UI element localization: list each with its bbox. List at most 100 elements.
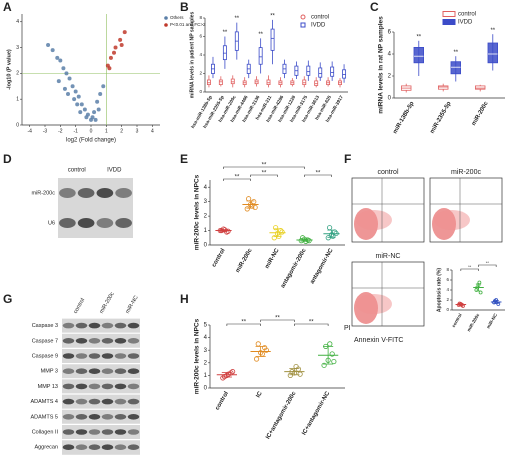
- point: [119, 42, 124, 47]
- x-tick-label: miR-200c: [235, 247, 254, 274]
- significance: **: [416, 34, 421, 40]
- blot-band: [114, 338, 127, 344]
- band-label: Caspase 9: [32, 353, 58, 359]
- point: [64, 71, 69, 76]
- blot-band: [127, 444, 140, 451]
- point: [279, 229, 285, 235]
- point: [306, 238, 312, 244]
- x-tick-label: -2: [58, 128, 63, 134]
- blot-band: [59, 188, 76, 198]
- point: [46, 42, 51, 47]
- blot-band: [114, 383, 127, 390]
- point: [225, 371, 232, 377]
- band-label: Aggrecan: [34, 445, 58, 451]
- blot-band: [127, 322, 140, 329]
- blot-band: [62, 322, 75, 329]
- blot-band: [127, 398, 140, 405]
- x-tick-label: antagomir-200c: [280, 247, 308, 289]
- blot-band: [62, 338, 75, 344]
- point: [271, 235, 277, 241]
- x-tick-label: control: [215, 391, 231, 412]
- point: [82, 107, 87, 112]
- panel-letter: A: [3, 0, 12, 14]
- blot-band: [62, 398, 75, 405]
- point: [84, 115, 89, 120]
- legend-marker: [164, 23, 168, 27]
- legend-marker: [442, 19, 456, 25]
- box: [330, 66, 335, 77]
- blot-band: [62, 414, 75, 420]
- significance-bracket: [460, 268, 479, 271]
- y-tick-label: 4: [446, 287, 449, 292]
- y-tick-label: 3: [204, 348, 208, 354]
- box: [450, 61, 462, 75]
- panel-letter: D: [3, 152, 12, 166]
- point: [122, 30, 127, 35]
- blot-band: [62, 383, 75, 390]
- point: [252, 204, 258, 211]
- significance-bracket: [304, 174, 332, 177]
- significance: **: [262, 163, 267, 169]
- blot-band: [127, 368, 140, 375]
- band-label: ADAMTS 5: [30, 414, 58, 420]
- point: [496, 302, 501, 306]
- x-tick-label: 4: [151, 128, 154, 134]
- y-tick-label: 5: [204, 323, 208, 329]
- legend-marker: [300, 22, 306, 28]
- blot-band: [62, 444, 75, 451]
- y-tick-label: 0: [204, 243, 208, 249]
- blot-band: [75, 353, 88, 359]
- point: [297, 371, 303, 377]
- blot-band: [101, 383, 114, 390]
- point: [76, 94, 81, 99]
- blot-band: [88, 414, 101, 420]
- band-label: MMP 13: [38, 384, 58, 390]
- blot-band: [75, 429, 88, 435]
- flow-title: miR-200c: [451, 169, 481, 176]
- point: [93, 117, 98, 122]
- legend-label: P<0.01 and FC>2: [170, 22, 206, 27]
- x-tick-label: -1: [73, 128, 78, 134]
- band-label: MMP 3: [41, 369, 58, 375]
- blot-band: [127, 429, 140, 435]
- point: [331, 358, 337, 365]
- y-axis-label: miRNA levels in patient NP samples: [189, 12, 195, 99]
- blot-band: [75, 368, 88, 375]
- blot-band: [88, 338, 101, 344]
- box: [270, 28, 275, 51]
- flow-title: miR-NC: [376, 253, 401, 260]
- box: [222, 45, 227, 61]
- significance: **: [262, 171, 267, 177]
- box: [437, 85, 449, 90]
- x-tick-label: 3: [136, 128, 139, 134]
- significance: **: [234, 16, 239, 22]
- box: [318, 67, 323, 78]
- legend-label: Others: [170, 15, 184, 20]
- blot-band: [75, 414, 88, 420]
- point: [112, 50, 116, 55]
- panel-letter: C: [370, 0, 379, 14]
- blot-band: [77, 188, 95, 198]
- x-tick-label: antagomir-NC: [310, 247, 335, 285]
- band-label: ADAMTS 4: [30, 399, 58, 405]
- significance-bracket: [250, 174, 278, 177]
- y-tick-label: 1: [204, 373, 208, 379]
- y-tick-label: 6: [199, 34, 202, 39]
- blot-band: [101, 368, 114, 375]
- point: [73, 89, 78, 94]
- point: [95, 99, 100, 104]
- lane-label: miR-NC: [125, 295, 140, 315]
- blot-band: [75, 338, 88, 344]
- point: [66, 92, 70, 97]
- y-tick-label: 8: [446, 267, 449, 272]
- box: [218, 79, 223, 85]
- y-tick-label: 6: [446, 277, 449, 282]
- y-tick-label: 8: [199, 15, 202, 20]
- flow-density: [434, 210, 470, 230]
- point: [67, 76, 72, 81]
- blot-band: [88, 383, 101, 390]
- blot-band: [115, 218, 132, 228]
- panel-letter: F: [344, 152, 351, 166]
- significance: **: [316, 171, 321, 177]
